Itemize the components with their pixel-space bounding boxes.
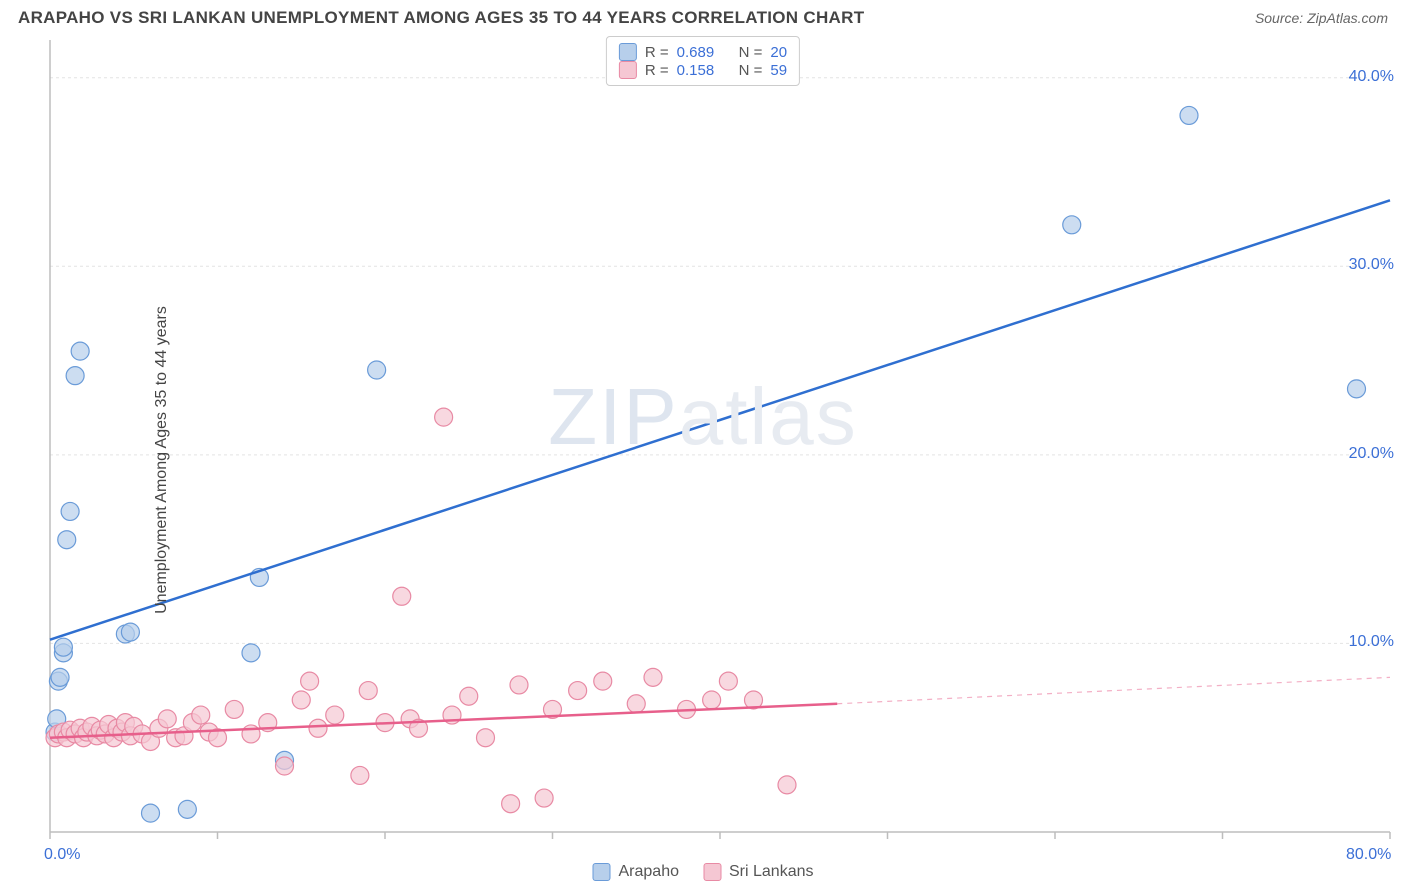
chart-area: Unemployment Among Ages 35 to 44 years Z… (0, 32, 1406, 887)
legend-swatch (619, 61, 637, 79)
y-tick-label: 20.0% (1349, 445, 1394, 463)
legend-row: R = 0.158 N = 59 (619, 61, 787, 79)
chart-title: ARAPAHO VS SRI LANKAN UNEMPLOYMENT AMONG… (18, 8, 864, 28)
y-tick-label: 10.0% (1349, 633, 1394, 651)
y-tick-label: 40.0% (1349, 68, 1394, 86)
legend-swatch (593, 863, 611, 881)
scatter-chart (0, 32, 1406, 887)
y-axis-label: Unemployment Among Ages 35 to 44 years (153, 306, 171, 614)
correlation-legend: R = 0.689 N = 20 R = 0.158 N = 59 (606, 36, 800, 86)
legend-row: R = 0.689 N = 20 (619, 43, 787, 61)
chart-header: ARAPAHO VS SRI LANKAN UNEMPLOYMENT AMONG… (0, 0, 1406, 32)
series-legend: Arapaho Sri Lankans (593, 863, 814, 881)
legend-swatch (619, 43, 637, 61)
x-tick-label: 80.0% (1346, 846, 1391, 864)
legend-item: Arapaho (593, 863, 680, 881)
legend-swatch (703, 863, 721, 881)
x-tick-label: 0.0% (44, 846, 80, 864)
legend-item: Sri Lankans (703, 863, 814, 881)
source-attribution: Source: ZipAtlas.com (1255, 10, 1388, 26)
y-tick-label: 30.0% (1349, 256, 1394, 274)
